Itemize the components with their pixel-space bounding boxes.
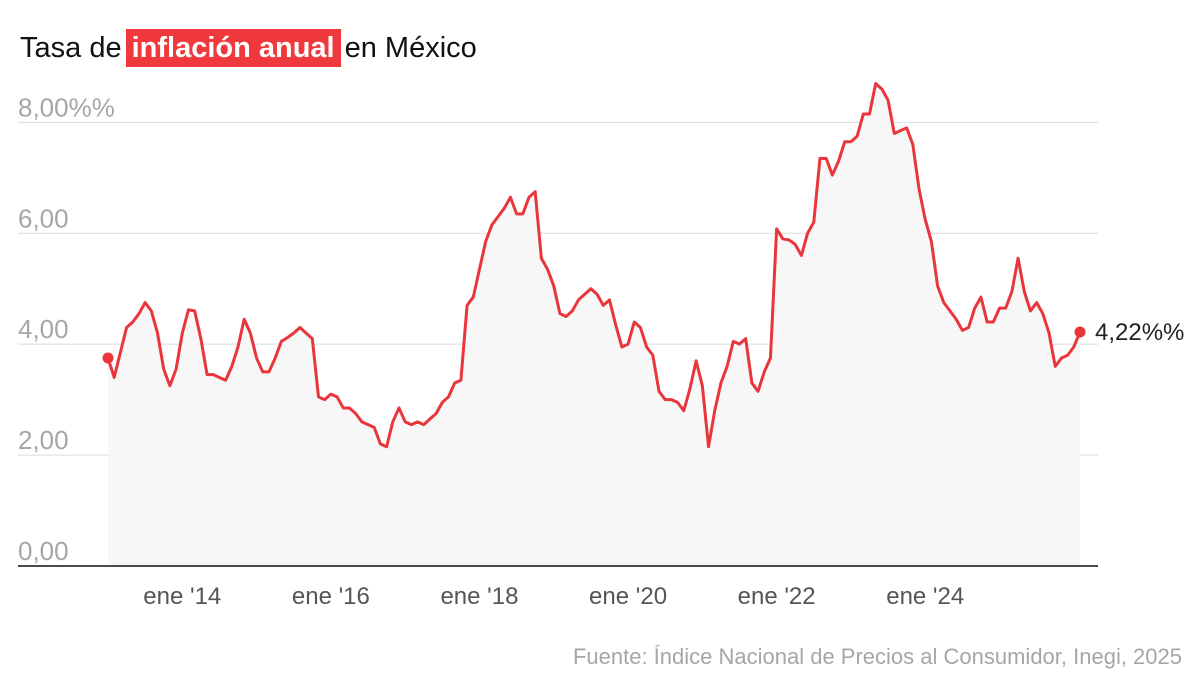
y-tick-label: 6,00 [18,203,69,233]
y-tick-label: 8,00%% [18,92,115,122]
y-tick-label: 0,00 [18,536,69,566]
end-point-marker [1074,326,1086,338]
x-tick-label: ene '16 [292,583,370,610]
chart-title: Tasa de inflación anual en México [20,28,477,68]
inflation-series-line [106,82,1082,449]
source-note: Fuente: Índice Nacional de Precios al Co… [572,644,1182,669]
title-highlight: inflación anual [125,29,341,67]
x-tick-labels: ene '14 ene '16 ene '18 ene '20 ene '22 ene '… [143,583,964,610]
x-tick-label: ene '18 [440,583,518,610]
end-value-label: 4,22%% [1095,319,1184,346]
area-fill [108,83,1080,567]
x-tick-label: ene '24 [886,583,964,610]
title-prefix: Tasa de [20,32,122,64]
start-point-marker [102,352,114,364]
title-suffix: en México [344,32,477,64]
x-tick-label: ene '22 [738,583,816,610]
x-tick-label: ene '14 [143,583,221,610]
y-tick-label: 2,00 [18,425,69,455]
x-tick-label: ene '20 [589,583,667,610]
y-tick-label: 4,00 [18,314,69,344]
y-tick-labels: 0,00 2,00 4,00 6,00 8,00%% [18,92,115,566]
